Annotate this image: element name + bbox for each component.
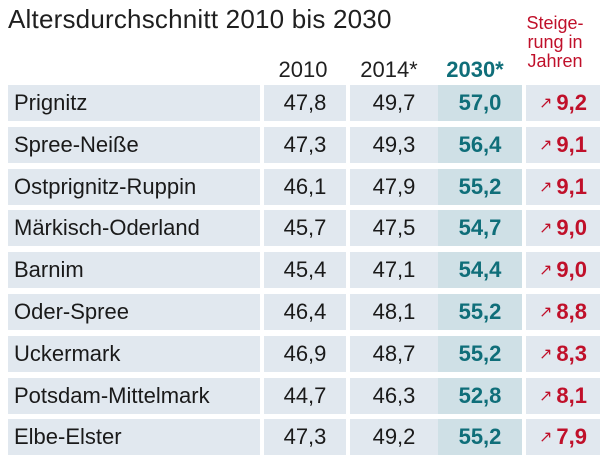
rise-column-header: Steige- rung in Jahren	[512, 14, 598, 71]
rise-header-line-2: rung in	[527, 32, 583, 52]
district-name: Elbe-Elster	[8, 419, 260, 456]
rise-arrow-icon: ↗	[539, 220, 553, 238]
rise-cell: ↗ 9,1	[526, 126, 600, 163]
rise-value: 9,0	[556, 215, 587, 241]
table-row: Ostprignitz-Ruppin 46,1 47,9 55,2 ↗ 9,1	[8, 168, 600, 205]
rise-arrow-icon: ↗	[539, 262, 553, 280]
value-2030: 54,7	[438, 210, 522, 247]
value-2010: 46,4	[264, 293, 346, 330]
value-2010: 46,1	[264, 168, 346, 205]
value-2014: 48,1	[350, 293, 438, 330]
table-row: Barnim 45,4 47,1 54,4 ↗ 9,0	[8, 252, 600, 289]
rise-header-line-3: Jahren	[527, 51, 583, 71]
rise-cell: ↗ 8,1	[526, 377, 600, 414]
rise-arrow-icon: ↗	[539, 136, 553, 154]
rise-cell: ↗ 9,2	[526, 85, 600, 121]
rise-arrow-icon: ↗	[539, 95, 553, 112]
column-header-2030: 2030*	[446, 57, 504, 82]
value-2010: 45,4	[264, 252, 346, 289]
rise-cell: ↗ 7,9	[526, 419, 600, 456]
value-2030: 57,0	[438, 85, 522, 121]
value-2014: 48,7	[350, 335, 438, 372]
value-2030: 55,2	[438, 335, 522, 372]
value-2030: 55,2	[438, 419, 522, 456]
table-row: Prignitz 47,8 49,7 57,0 ↗ 9,2	[8, 85, 600, 121]
value-2010: 47,3	[264, 126, 346, 163]
rise-header-line-1: Steige-	[526, 13, 584, 33]
table-row: Potsdam-Mittelmark 44,7 46,3 52,8 ↗ 8,1	[8, 377, 600, 414]
table-row: Märkisch-Oderland 45,7 47,5 54,7 ↗ 9,0	[8, 210, 600, 247]
value-2014: 47,5	[350, 210, 438, 247]
district-name: Barnim	[8, 252, 260, 289]
chart-title: Altersdurchschnitt 2010 bis 2030	[8, 4, 392, 34]
rise-arrow-icon: ↗	[539, 345, 553, 363]
rise-arrow-icon: ↗	[539, 387, 553, 405]
district-name: Potsdam-Mittelmark	[8, 377, 260, 414]
value-2030: 52,8	[438, 377, 522, 414]
value-2010: 44,7	[264, 377, 346, 414]
rise-cell: ↗ 9,1	[526, 168, 600, 205]
table-row: Spree-Neiße 47,3 49,3 56,4 ↗ 9,1	[8, 126, 600, 163]
value-2010: 45,7	[264, 210, 346, 247]
table-row: Elbe-Elster 47,3 49,2 55,2 ↗ 7,9	[8, 419, 600, 456]
value-2014: 49,7	[350, 85, 438, 121]
rise-cell: ↗ 9,0	[526, 210, 600, 247]
column-header-2014: 2014*	[360, 57, 418, 82]
value-2030: 55,2	[438, 293, 522, 330]
rise-arrow-icon: ↗	[539, 429, 553, 447]
value-2030: 56,4	[438, 126, 522, 163]
rise-value: 8,1	[556, 382, 587, 408]
district-name: Oder-Spree	[8, 293, 260, 330]
value-2030: 54,4	[438, 252, 522, 289]
rise-value: 9,0	[556, 257, 587, 283]
rise-value: 8,8	[556, 298, 587, 324]
rise-cell: ↗ 8,3	[526, 335, 600, 372]
value-2014: 47,9	[350, 168, 438, 205]
value-2014: 49,3	[350, 126, 438, 163]
rise-value: 9,1	[556, 131, 587, 157]
value-2014: 47,1	[350, 252, 438, 289]
value-2010: 46,9	[264, 335, 346, 372]
table-body: Prignitz 47,8 49,7 57,0 ↗ 9,2 Spree-Neiße…	[8, 85, 600, 461]
table-row: Oder-Spree 46,4 48,1 55,2 ↗ 8,8	[8, 293, 600, 330]
district-name: Märkisch-Oderland	[8, 210, 260, 247]
rise-value: 7,9	[556, 424, 587, 450]
rise-value: 9,1	[556, 173, 587, 199]
value-2030: 55,2	[438, 168, 522, 205]
value-2014: 49,2	[350, 419, 438, 456]
value-2010: 47,3	[264, 419, 346, 456]
table-row: Uckermark 46,9 48,7 55,2 ↗ 8,3	[8, 335, 600, 372]
district-name: Spree-Neiße	[8, 126, 260, 163]
rise-cell: ↗ 9,0	[526, 252, 600, 289]
rise-value: 9,2	[556, 90, 587, 115]
district-name: Uckermark	[8, 335, 260, 372]
column-header-2010: 2010	[278, 57, 328, 82]
rise-arrow-icon: ↗	[539, 303, 553, 321]
value-2014: 46,3	[350, 377, 438, 414]
rise-value: 8,3	[556, 340, 587, 366]
value-2010: 47,8	[264, 85, 346, 121]
rise-cell: ↗ 8,8	[526, 293, 600, 330]
district-name: Prignitz	[8, 85, 260, 121]
rise-arrow-icon: ↗	[539, 178, 553, 196]
district-name: Ostprignitz-Ruppin	[8, 168, 260, 205]
